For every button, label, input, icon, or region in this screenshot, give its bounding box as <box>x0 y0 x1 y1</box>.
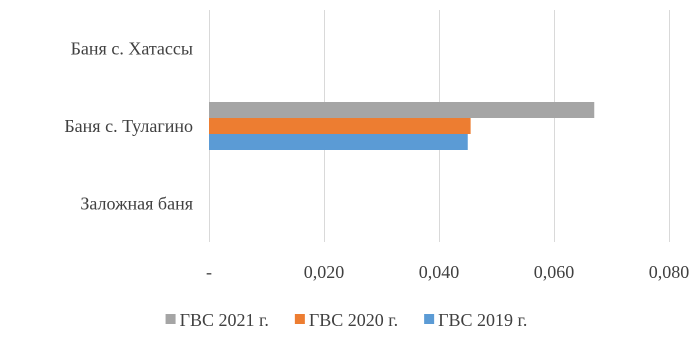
legend-label: ГВС 2020 г. <box>309 310 398 330</box>
bar <box>209 102 595 118</box>
bar <box>209 134 468 150</box>
x-tick-labels: - 0,020 0,040 0,060 0,080 <box>206 262 689 282</box>
x-tick-label: 0,080 <box>649 262 690 282</box>
legend-swatch <box>294 314 305 324</box>
category-label: Баня с. Хатассы <box>71 39 193 59</box>
x-tick-label: 0,020 <box>304 262 345 282</box>
legend-label: ГВС 2021 г. <box>180 310 269 330</box>
x-tick-label: 0,040 <box>419 262 460 282</box>
legend-swatch <box>424 314 435 324</box>
x-tick-label: 0,060 <box>534 262 575 282</box>
category-label: Заложная баня <box>80 193 193 213</box>
bar <box>209 118 471 134</box>
category-labels: Баня с. Хатассы Баня с. Тулагино Заложная … <box>64 39 193 214</box>
legend-swatch <box>165 314 176 324</box>
legend: ГВС 2021 г. ГВС 2020 г. ГВС 2019 г. <box>165 310 527 330</box>
bars <box>209 102 595 150</box>
category-label: Баня с. Тулагино <box>64 116 193 136</box>
x-tick-label: - <box>206 262 212 282</box>
legend-label: ГВС 2019 г. <box>438 310 527 330</box>
